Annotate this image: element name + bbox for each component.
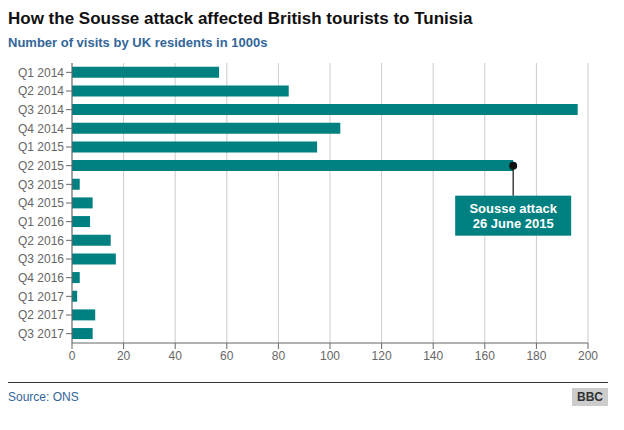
svg-text:Q2 2014: Q2 2014 <box>18 84 64 98</box>
svg-text:Q3 2016: Q3 2016 <box>18 252 64 266</box>
svg-text:Q2 2015: Q2 2015 <box>18 159 64 173</box>
svg-text:0: 0 <box>69 349 76 363</box>
svg-text:Q1 2017: Q1 2017 <box>18 290 64 304</box>
html-text:Source: ONS: Source: ONS <box>8 390 79 404</box>
svg-text:Q4 2014: Q4 2014 <box>18 122 64 136</box>
svg-text:Q1 2014: Q1 2014 <box>18 66 64 80</box>
svg-text:40: 40 <box>169 349 183 363</box>
svg-text:120: 120 <box>372 349 392 363</box>
html-text:How the Sousse attack affected: How the Sousse attack affected British t… <box>8 9 473 28</box>
svg-text:Q2 2016: Q2 2016 <box>18 234 64 248</box>
svg-text:80: 80 <box>272 349 286 363</box>
html-text:Number of visits by UK residen: Number of visits by UK residents in 1000… <box>8 35 268 50</box>
svg-text:180: 180 <box>526 349 546 363</box>
svg-text:Q1 2016: Q1 2016 <box>18 215 64 229</box>
svg-text:Q3 2017: Q3 2017 <box>18 327 64 341</box>
svg-text:Q4 2016: Q4 2016 <box>18 271 64 285</box>
svg-text:100: 100 <box>320 349 340 363</box>
svg-text:Q2 2017: Q2 2017 <box>18 308 64 322</box>
svg-text:160: 160 <box>475 349 495 363</box>
svg-text:Q3 2014: Q3 2014 <box>18 103 64 117</box>
svg-text:Sousse attack26 June 2015: Sousse attack26 June 2015 <box>469 201 557 231</box>
html-text:BBC: BBC <box>577 390 603 404</box>
svg-text:Q3 2015: Q3 2015 <box>18 178 64 192</box>
svg-text:200: 200 <box>578 349 598 363</box>
svg-text:Q1 2015: Q1 2015 <box>18 140 64 154</box>
svg-text:20: 20 <box>117 349 131 363</box>
svg-text:Q4 2015: Q4 2015 <box>18 196 64 210</box>
svg-text:140: 140 <box>423 349 443 363</box>
svg-text:60: 60 <box>220 349 234 363</box>
